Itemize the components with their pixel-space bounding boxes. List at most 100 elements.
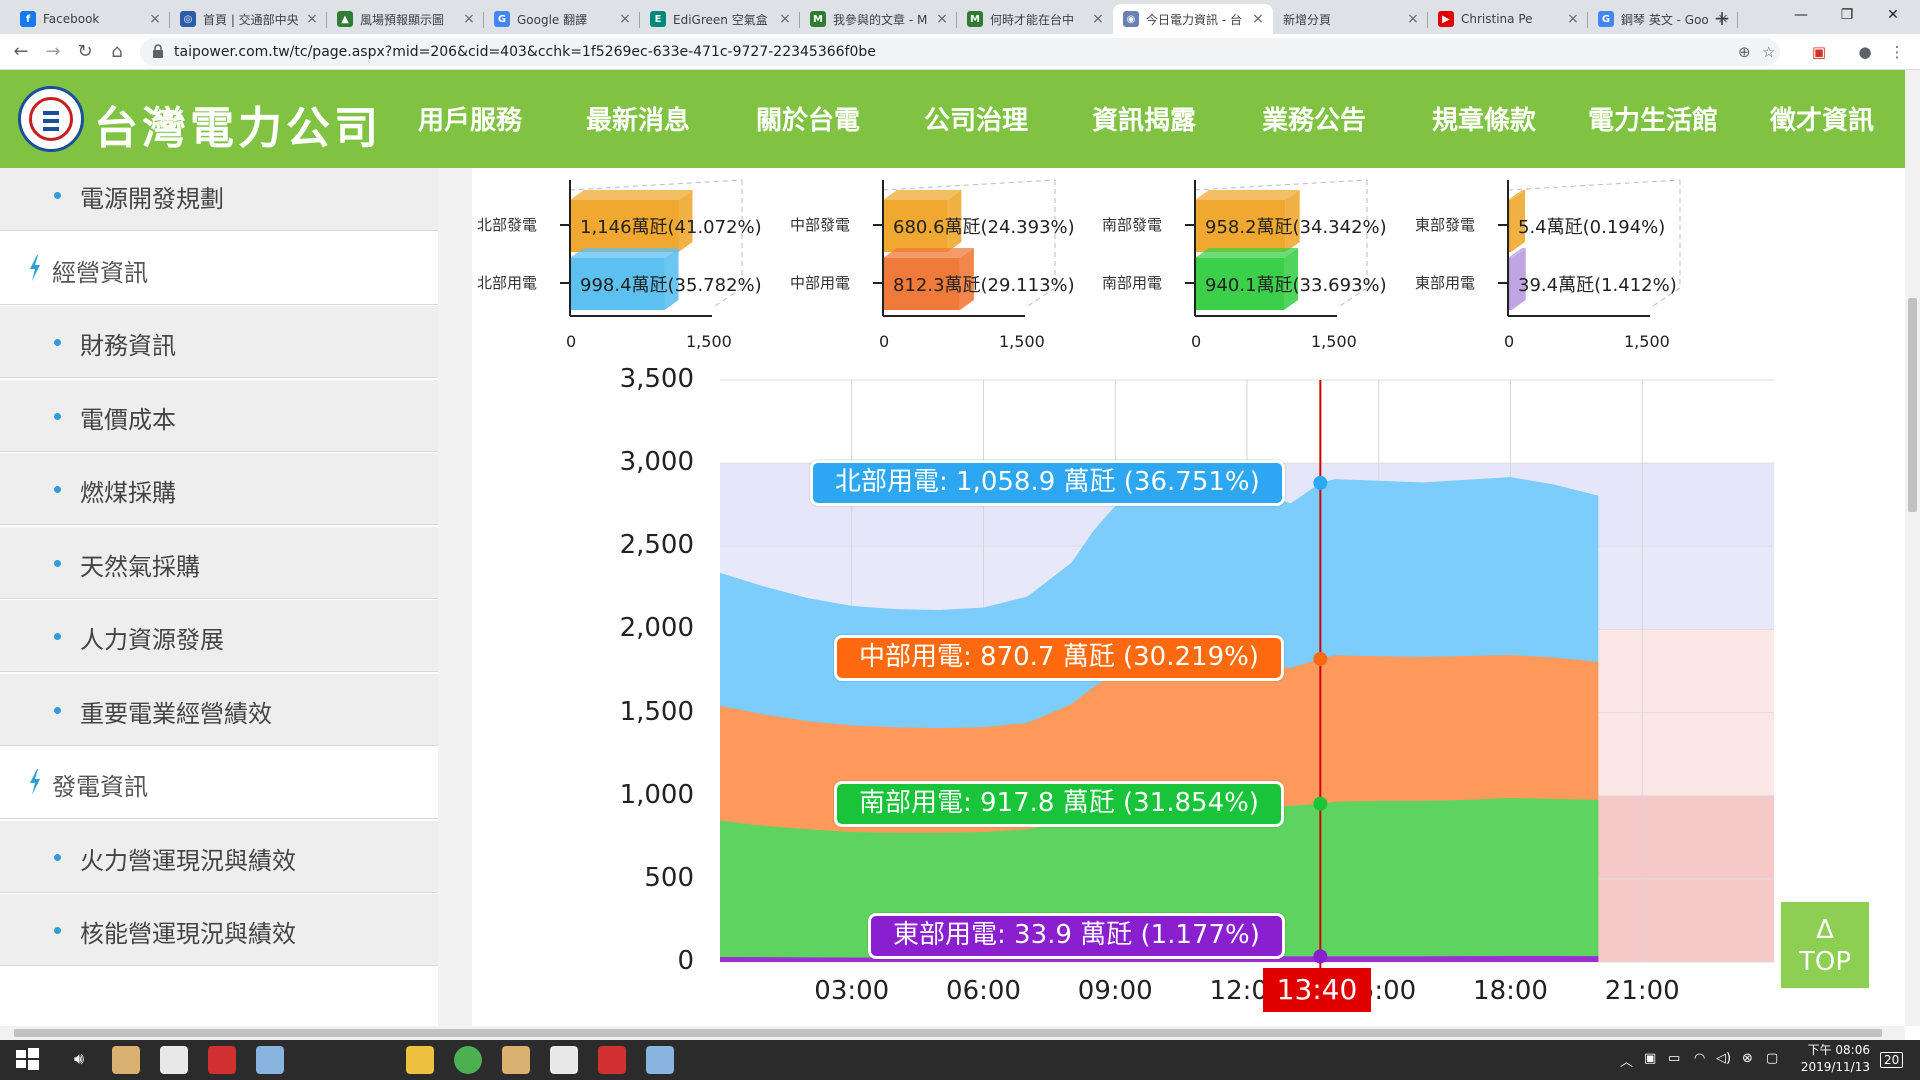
volume-icon[interactable]: ◁) [1716,1051,1732,1066]
tab-close-icon[interactable]: × [779,11,791,27]
tab-favicon-icon: ▶ [1438,11,1454,27]
chrome-icon[interactable] [454,1046,482,1074]
scroll-thumb[interactable] [1908,298,1917,512]
app-icon-4[interactable] [256,1046,284,1074]
profile-avatar-icon[interactable]: ● [1858,43,1872,61]
y-tick-label: 2,000 [619,613,694,644]
back-to-top-button[interactable]: Δ TOP [1781,902,1869,988]
tray-app-icon[interactable]: ▣ [1644,1051,1657,1066]
forward-icon[interactable]: → [45,41,61,62]
tab-favicon-icon: f [20,11,36,27]
sidebar-item[interactable]: 燃煤採購 [0,453,438,525]
consumption-label: 中部用電 [790,274,851,292]
sidebar-item[interactable]: 人力資源發展 [0,600,438,672]
horizontal-scrollbar[interactable] [0,1026,1905,1040]
ime-icon[interactable]: ▢ [1766,1051,1779,1066]
browser-tab[interactable]: E EdiGreen 空氣盒 × [640,4,800,34]
minimize-button[interactable]: — [1794,7,1808,23]
series-marker-dot [1313,796,1328,811]
tab-close-icon[interactable]: × [1717,11,1729,27]
speaker-icon[interactable]: 🔊︎ [74,1049,85,1068]
tab-close-icon[interactable]: × [1252,11,1264,27]
browser-tab[interactable]: M 何時才能在台中 × [957,4,1113,34]
sidebar-item[interactable]: 核能營運現況與績效 [0,894,438,966]
nav-item[interactable]: 電力生活館 [1588,106,1719,136]
nav-item[interactable]: 業務公告 [1262,106,1367,136]
app-icon-6[interactable] [550,1046,578,1074]
top-label: TOP [1798,947,1852,977]
tray-x-icon[interactable]: ⊗ [1742,1051,1753,1066]
browser-tab[interactable]: ◉ 今日電力資訊 - 台 × [1113,4,1273,34]
address-bar[interactable]: taipower.com.tw/tc/page.aspx?mid=206&cid… [140,38,1780,66]
browser-tab[interactable]: G Google 翻譯 × [484,4,640,34]
taipower-logo[interactable] [18,86,84,152]
app-icon-3[interactable] [208,1046,236,1074]
url-text[interactable]: taipower.com.tw/tc/page.aspx?mid=206&cid… [174,44,876,60]
bullet-icon [54,559,61,567]
tab-close-icon[interactable]: × [1407,11,1419,27]
file-explorer-icon[interactable] [406,1046,434,1074]
app-icon-1[interactable] [112,1046,140,1074]
nav-item[interactable]: 徵才資訊 [1770,106,1875,136]
nav-item[interactable]: 關於台電 [756,106,861,136]
tab-title: 何時才能在台中 [990,12,1075,27]
tab-close-icon[interactable]: × [306,11,318,27]
tab-title: Facebook [43,12,100,26]
tab-separator [169,12,170,28]
tab-close-icon[interactable]: × [149,11,161,27]
system-clock[interactable]: 下午 08:06 2019/11/13 [1790,1042,1870,1076]
notification-badge[interactable]: 20 [1880,1052,1904,1068]
wifi-icon[interactable]: ◠ [1694,1051,1706,1066]
restore-button[interactable]: ❐ [1840,7,1854,23]
nav-item[interactable]: 資訊揭露 [1092,106,1197,136]
home-icon[interactable]: ⌂ [111,41,123,62]
browser-tab[interactable]: ▲ 風場預報顯示圖 × [327,4,484,34]
browser-tab[interactable]: ◎ 首頁 | 交通部中央 × [170,4,327,34]
tab-separator [1737,12,1738,28]
sidebar-item[interactable]: 財務資訊 [0,306,438,378]
browser-tab[interactable]: 新增分頁 × [1273,4,1428,34]
nav-item[interactable]: 規章條款 [1432,106,1537,136]
menu-kebab-icon[interactable]: ⋮ [1889,43,1905,61]
bookmark-star-icon[interactable]: ☆ [1762,43,1776,61]
sidebar-item[interactable]: 火力營運現況與績效 [0,820,438,893]
vertical-scrollbar[interactable] [1905,70,1920,1026]
app-icon-5[interactable] [502,1046,530,1074]
browser-tab[interactable]: f Facebook × [10,4,170,34]
sidebar-item[interactable]: 天然氣採購 [0,526,438,599]
sidebar-item[interactable]: 電價成本 [0,379,438,452]
nav-item[interactable]: 用戶服務 [418,106,523,136]
tab-close-icon[interactable]: × [1567,11,1579,27]
extension-icon[interactable]: ▣ [1811,43,1827,61]
tab-close-icon[interactable]: × [619,11,631,27]
browser-tab[interactable]: M 我參與的文章 - M × [800,4,957,34]
reload-icon[interactable]: ↻ [77,41,93,62]
new-tab-button[interactable]: + [1713,6,1731,30]
logo-text[interactable]: 台灣電力公司 [94,103,382,154]
tray-chevron-icon[interactable]: ︿ [1620,1055,1634,1070]
sidebar-item[interactable]: 電源開發規劃 [0,168,438,231]
sidebar-category[interactable]: 經營資訊 [0,232,438,305]
nav-item[interactable]: 最新消息 [586,106,691,136]
browser-tab[interactable]: G 鋼琴 英文 - Goo × [1588,4,1738,34]
app-icon-8[interactable] [646,1046,674,1074]
tab-close-icon[interactable]: × [936,11,948,27]
h-scroll-thumb[interactable] [14,1029,1882,1037]
tab-close-icon[interactable]: × [1092,11,1104,27]
tab-favicon-icon: ◎ [180,11,196,27]
consumption-bar [1508,248,1526,310]
browser-tab[interactable]: ▶ Christina Pe × [1428,4,1588,34]
battery-icon[interactable]: ▭ [1668,1051,1681,1066]
nav-item[interactable]: 公司治理 [924,106,1029,136]
tab-close-icon[interactable]: × [463,11,475,27]
tab-favicon-icon: ▲ [337,11,353,27]
sidebar-item[interactable]: 重要電業經營績效 [0,673,438,746]
windows-start-icon[interactable] [14,1046,42,1074]
app-icon-2[interactable] [160,1046,188,1074]
back-icon[interactable]: ← [13,41,29,62]
app-icon-7[interactable] [598,1046,626,1074]
zoom-icon[interactable]: ⊕ [1738,43,1751,61]
series-tooltip: 北部用電: 1,058.9 萬瓩 (36.751%) [810,460,1285,506]
sidebar-category[interactable]: 發電資訊 [0,747,438,819]
close-window-button[interactable]: ✕ [1887,7,1899,23]
